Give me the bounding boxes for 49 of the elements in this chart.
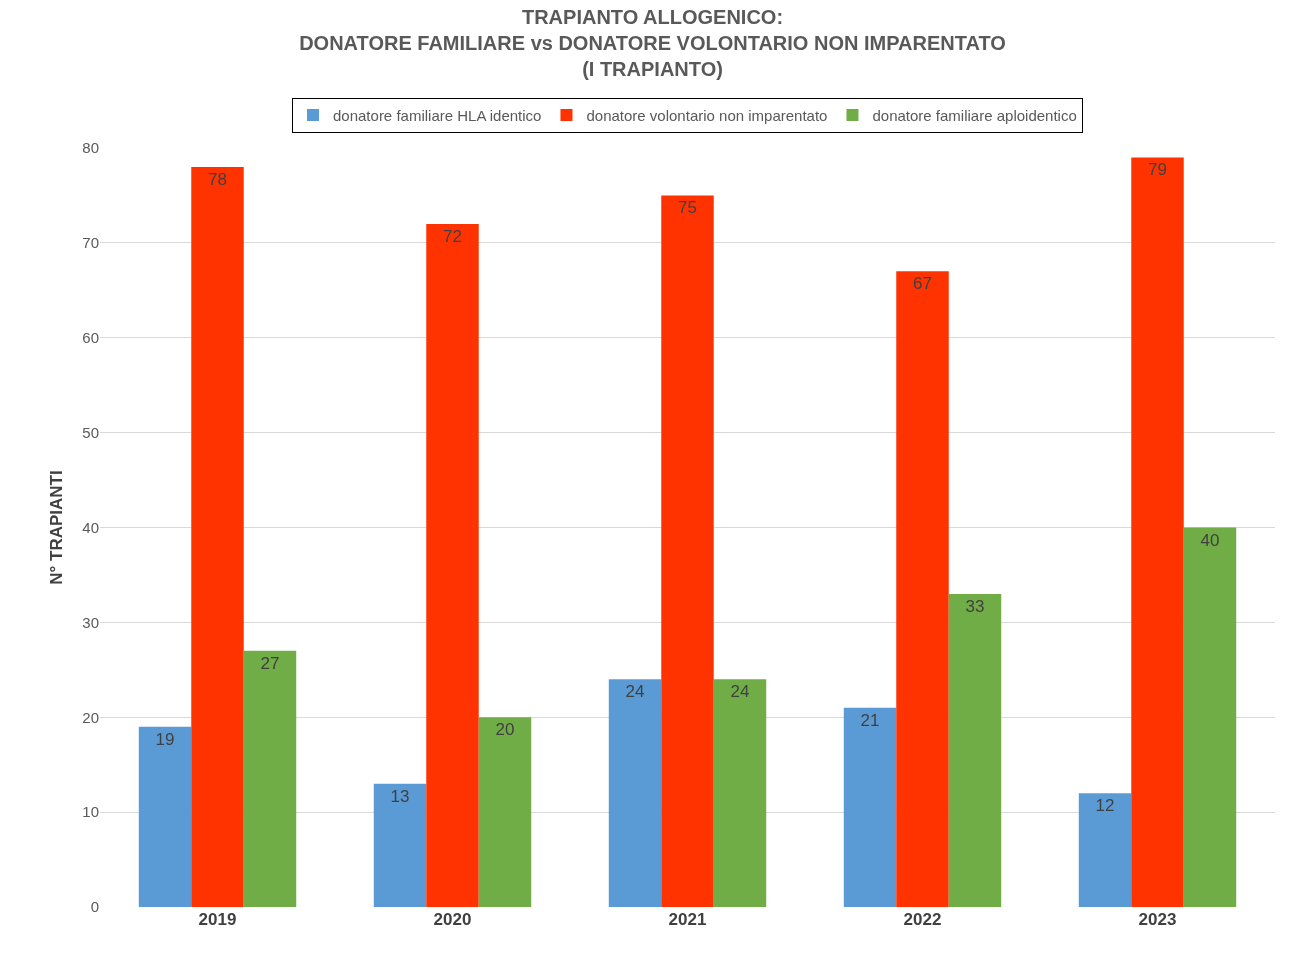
chart-title: TRAPIANTO ALLOGENICO: DONATORE FAMILIARE vs DONATORE VOLONTARIO NON IMPARENTATO (I TRAPIANTO) <box>299 6 1006 80</box>
y-tick-label: 30 <box>82 613 99 631</box>
bar <box>843 707 897 907</box>
data-label: 24 <box>625 682 645 702</box>
bar <box>478 717 532 907</box>
bar <box>896 271 949 907</box>
bar <box>243 650 297 907</box>
y-tick-label: 0 <box>90 898 99 916</box>
data-label: 19 <box>155 729 175 749</box>
bar <box>1131 157 1184 907</box>
x-tick-label: 2019 <box>198 910 237 929</box>
y-tick-label: 10 <box>82 803 99 821</box>
legend-label: donatore familiare HLA identico <box>333 106 542 124</box>
x-tick-label: 2021 <box>668 910 707 929</box>
data-label: 21 <box>860 710 880 730</box>
data-label: 75 <box>678 198 697 218</box>
data-label: 27 <box>260 653 280 673</box>
y-tick-label: 50 <box>82 423 99 441</box>
bar <box>713 679 767 907</box>
bar <box>138 726 192 907</box>
data-label: 40 <box>1200 530 1220 550</box>
x-tick-label: 2022 <box>903 910 942 929</box>
bar <box>1078 793 1132 907</box>
data-label: 24 <box>730 682 750 702</box>
bar <box>191 166 244 907</box>
y-tick-label: 40 <box>82 518 99 536</box>
data-label: 78 <box>208 169 227 189</box>
bar <box>661 195 714 907</box>
bar <box>373 783 427 907</box>
data-label: 33 <box>965 596 985 616</box>
bar <box>1183 527 1237 907</box>
data-label: 72 <box>443 226 462 246</box>
y-tick-label: 60 <box>82 329 99 346</box>
bar <box>948 593 1002 907</box>
y-tick-label: 80 <box>82 139 99 157</box>
data-label: 12 <box>1095 796 1115 816</box>
data-label: 67 <box>913 274 932 294</box>
y-axis-title: N° TRAPIANTI <box>46 470 66 585</box>
data-label: 79 <box>1148 160 1167 180</box>
legend-label: donatore familiare aploidentico <box>872 106 1077 124</box>
y-tick-label: 70 <box>82 234 99 252</box>
bar <box>426 223 479 907</box>
legend-label: donatore volontario non imparentato <box>586 106 828 124</box>
bar <box>608 679 662 907</box>
x-tick-label: 2020 <box>433 910 472 929</box>
x-tick-label: 2023 <box>1138 910 1177 929</box>
data-label: 20 <box>495 720 515 740</box>
y-tick-label: 20 <box>82 708 99 726</box>
data-label: 13 <box>390 786 410 806</box>
